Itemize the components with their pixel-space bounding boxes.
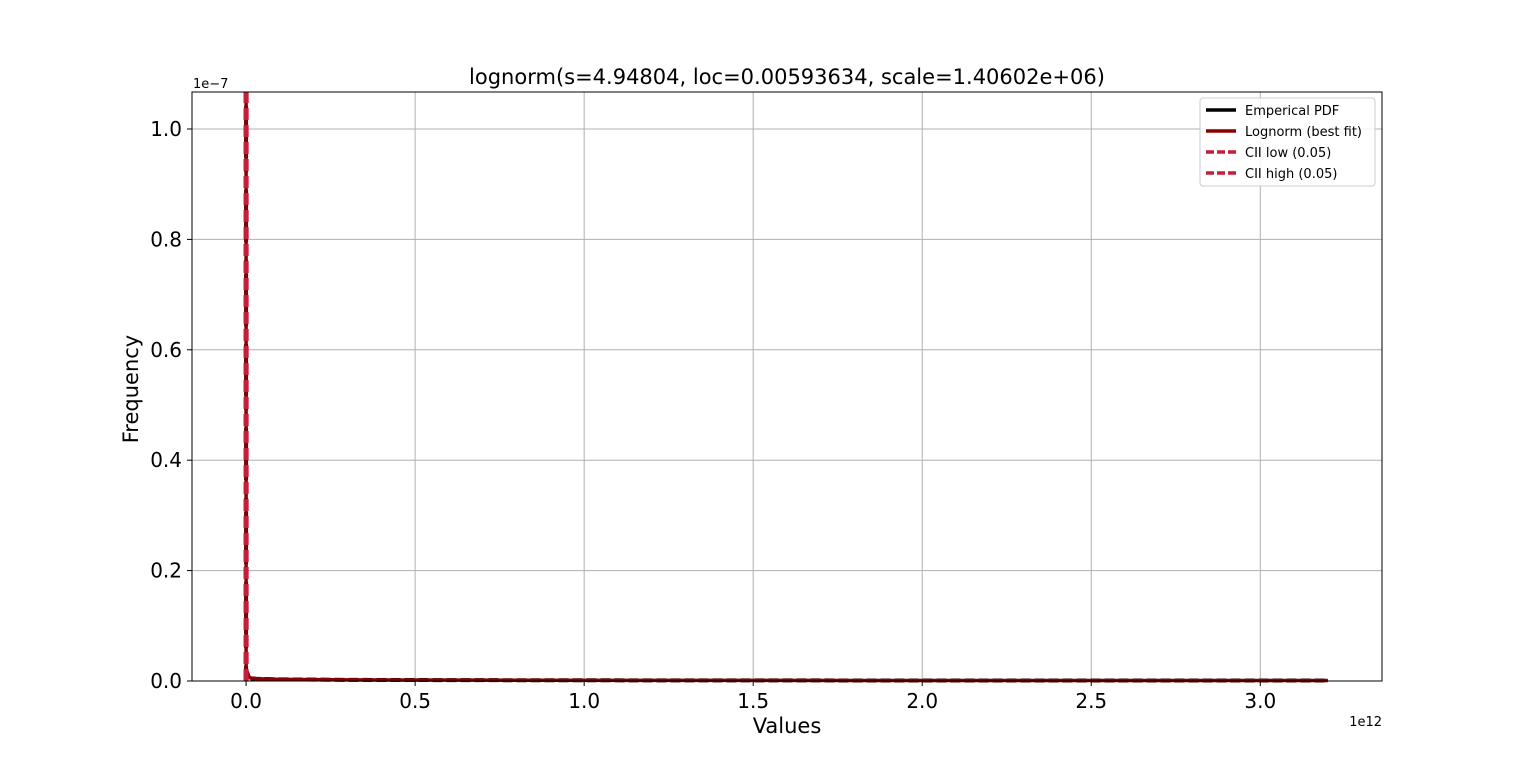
plot-frame	[191, 91, 1383, 682]
legend: Emperical PDF Lognorm (best fit) CII low (…	[1199, 97, 1376, 187]
x-tick-label: 1.0	[568, 689, 600, 713]
data-series	[243, 92, 1328, 683]
y-tick-label: 0.4	[150, 448, 182, 472]
y-offset-text: 1e−7	[193, 77, 228, 92]
legend-entry-1: Lognorm (best fit)	[1245, 125, 1362, 140]
x-axis-label: Values	[753, 714, 822, 738]
series-line-0	[244, 92, 1328, 683]
legend-box	[1199, 97, 1376, 187]
legend-entry-2: CII low (0.05)	[1245, 146, 1331, 161]
chart-title: lognorm(s=4.94804, loc=0.00593634, scale…	[469, 65, 1105, 89]
x-tick-label: 0.5	[399, 689, 431, 713]
x-tick-label: 2.5	[1075, 689, 1107, 713]
y-tick-label: 0.2	[150, 559, 182, 583]
axis-ticks: 0.0 0.5 1.0 1.5 2.0 2.5 3.0 0.0 0.2 0.4 0.6 0.8 1.0	[150, 117, 1276, 713]
x-offset-text: 1e12	[1349, 715, 1382, 730]
x-tick-label: 1.5	[737, 689, 769, 713]
x-tick-label: 2.0	[906, 689, 938, 713]
y-tick-label: 1.0	[150, 117, 182, 141]
grid-lines	[192, 92, 1382, 682]
legend-entry-3: CII high (0.05)	[1245, 167, 1337, 182]
x-tick-label: 0.0	[230, 689, 262, 713]
y-tick-label: 0.6	[150, 338, 182, 362]
y-axis-label: Frequency	[119, 335, 143, 444]
y-tick-label: 0.0	[150, 669, 182, 693]
series-line-1	[244, 92, 1328, 683]
x-tick-label: 3.0	[1244, 689, 1276, 713]
legend-entry-0: Emperical PDF	[1245, 104, 1339, 119]
y-tick-label: 0.8	[150, 227, 182, 251]
